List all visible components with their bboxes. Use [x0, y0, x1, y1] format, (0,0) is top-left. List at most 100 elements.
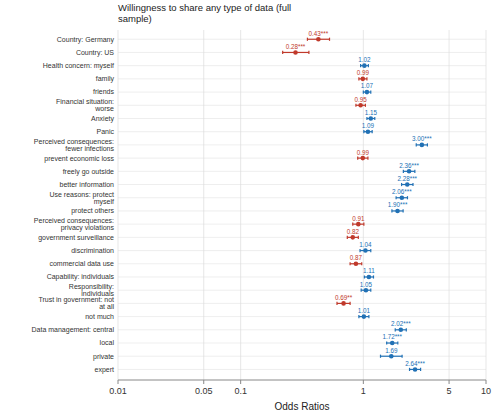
data-labels: 0.43***0.28***1.020.991.070.951.151.093.… [286, 30, 432, 367]
ci-cap-low [364, 275, 365, 278]
row-grid-line [118, 210, 486, 211]
ci-cap-high [366, 77, 367, 80]
x-tick-label: 1 [361, 386, 366, 396]
category-label: private [93, 353, 114, 361]
ci-cap-high [365, 104, 366, 107]
data-label: 1.09 [362, 122, 375, 129]
row-grid-line [118, 39, 486, 40]
row-grid-line [118, 131, 486, 132]
category-label: Financial situation:worse [56, 98, 114, 112]
data-label: 1.02 [358, 56, 371, 63]
estimate-point [367, 275, 372, 280]
row-grid-line [118, 224, 486, 225]
x-tick-label: 0.01 [109, 386, 127, 396]
ci-cap-high [406, 328, 407, 331]
category-label: Perceived consequences:fewer infections [34, 138, 115, 152]
data-label: 0.99 [357, 149, 370, 156]
data-label: 2.02*** [391, 320, 411, 327]
category-label-line: Capability: individuals [47, 273, 115, 281]
ci-cap-high [361, 262, 362, 265]
category-label-line: Data management: central [32, 326, 115, 334]
row-grid-line [118, 65, 486, 66]
category-label: family [96, 75, 115, 83]
x-grid-line [449, 30, 450, 380]
row-grid-line [118, 144, 486, 145]
category-label: local [100, 339, 115, 346]
ci-cap-low [395, 328, 396, 331]
estimate-point [366, 129, 371, 134]
data-label: 1.90*** [388, 201, 408, 208]
data-label: 1.01 [358, 307, 371, 314]
category-label: protect others [71, 207, 114, 215]
ci-cap-high [358, 236, 359, 239]
ci-cap-low [358, 77, 359, 80]
ci-cap-low [359, 249, 360, 252]
x-axis-line [118, 380, 486, 381]
ci-cap-low [363, 90, 364, 93]
estimate-point [390, 341, 395, 346]
category-label: Country: Germany [57, 36, 115, 44]
category-label-line: better information [60, 181, 115, 188]
estimate-point [368, 116, 373, 121]
category-label-line: Anxiety [91, 115, 114, 123]
category-label: Trust in government: notat all [38, 296, 114, 310]
category-label: freely go outside [63, 168, 114, 176]
row-grid-line [118, 184, 486, 185]
row-grid-line [118, 105, 486, 106]
category-label-line: Country: US [76, 49, 114, 57]
category-label-line: government surveillance [38, 234, 114, 242]
estimate-point [389, 354, 394, 359]
category-label-line: not much [85, 313, 114, 320]
ci-cap-low [347, 236, 348, 239]
ci-cap-low [349, 262, 350, 265]
ci-cap-high [401, 355, 402, 358]
ci-cap-high [427, 143, 428, 146]
ci-cap-high [374, 117, 375, 120]
x-tick [449, 380, 450, 384]
category-label: Responsibility:individuals [69, 283, 115, 297]
ci-cap-low [386, 341, 387, 344]
category-label-line: expert [95, 366, 115, 374]
ci-cap-low [352, 223, 353, 226]
row-grid-line [118, 250, 486, 251]
estimate-point [420, 143, 425, 148]
estimate-point [395, 209, 400, 214]
row-grid-line [118, 197, 486, 198]
x-tick-label: 5 [447, 386, 452, 396]
row-grid-line [118, 171, 486, 172]
data-label: 0.82 [347, 228, 360, 235]
title-line: sample) [118, 13, 152, 24]
category-label: Perceived consequences:privacy violation… [34, 217, 115, 232]
data-label: 2.28*** [397, 175, 417, 182]
row-grid-line [118, 237, 486, 238]
category-label: better information [60, 181, 115, 188]
row-grid-line [118, 78, 486, 79]
ci-cap-high [407, 196, 408, 199]
estimate-point [354, 261, 359, 266]
estimate-point [358, 103, 363, 108]
category-label-line: private [93, 353, 114, 361]
x-grid-line [203, 30, 204, 380]
x-tick [363, 380, 364, 384]
data-label: 0.91 [352, 215, 365, 222]
ci-cap-high [367, 157, 368, 160]
ci-cap-low [391, 209, 392, 212]
ci-cap-low [357, 157, 358, 160]
ci-cap-low [358, 315, 359, 318]
chart: Willingness to share any type of data (f… [0, 0, 500, 416]
category-label: prevent economic loss [44, 155, 114, 163]
ci-cap-low [401, 183, 402, 186]
row-grid-line [118, 356, 486, 357]
estimate-point [360, 77, 365, 82]
data-label: 0.43*** [309, 30, 329, 37]
estimate-point [365, 90, 370, 95]
ci-cap-low [380, 355, 381, 358]
category-label: Capability: individuals [47, 273, 115, 281]
data-label: 1.11 [363, 267, 375, 274]
x-grid-line [118, 30, 119, 380]
title-line: Willingness to share any type of data (f… [118, 2, 291, 13]
category-label: Data management: central [32, 326, 115, 334]
category-label-line: myself [94, 198, 114, 206]
data-label: 2.64*** [405, 360, 425, 367]
estimate-point [362, 63, 367, 68]
